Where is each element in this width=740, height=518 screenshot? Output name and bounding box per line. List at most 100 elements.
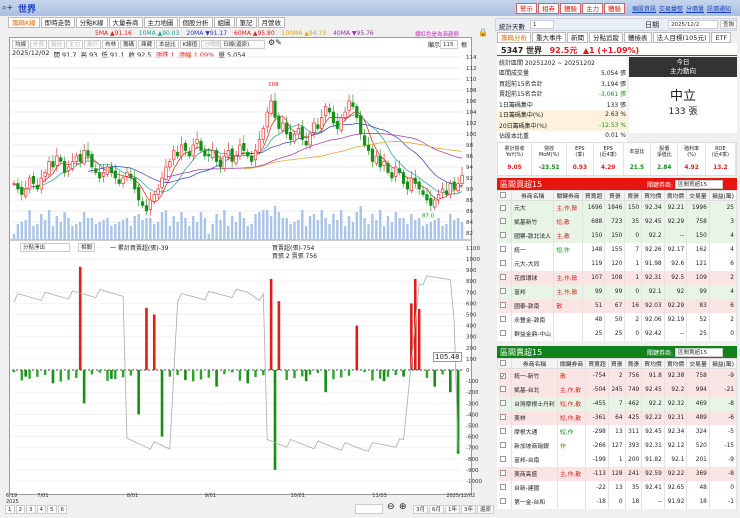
table-row[interactable]: 美商高盛 主,作,散 -113 128 241 92.59 92.22 369 -8 xyxy=(497,466,738,481)
price-chart[interactable]: 114 112 110 108 106 104 102 100 98 96 94 92 90 88 86 84… xyxy=(0,0,490,505)
toolbar-9[interactable]: K線值 xyxy=(179,40,201,49)
tab-2[interactable]: 分點K線 xyxy=(75,17,108,28)
zoom-input[interactable] xyxy=(355,504,383,514)
row-checkbox[interactable] xyxy=(497,438,513,453)
lower-select[interactable]: 分點淨出 xyxy=(20,243,70,252)
right-tab-5[interactable]: 法人目標(105元) xyxy=(652,32,711,43)
link-2[interactable]: 分價量 xyxy=(686,6,705,13)
row-checkbox[interactable] xyxy=(497,494,513,509)
alert-button-4[interactable]: 體驗 xyxy=(604,3,625,14)
page-1[interactable]: 1 xyxy=(5,505,15,514)
chart-type-select[interactable]: 日線(還原) xyxy=(220,40,265,49)
display-count-input[interactable]: 115 xyxy=(440,40,458,49)
row-checkbox[interactable] xyxy=(497,452,513,467)
page-2[interactable]: 2 xyxy=(15,505,25,514)
range-0[interactable]: 3月 xyxy=(413,505,428,514)
row-checkbox[interactable] xyxy=(497,298,513,313)
table-row[interactable]: 凱基新竹 短,散 688 723 35 92.45 92.29 758 3 xyxy=(497,214,738,229)
row-checkbox[interactable] xyxy=(497,200,513,215)
row-checkbox[interactable] xyxy=(497,312,513,327)
row-checkbox[interactable] xyxy=(497,466,513,481)
toolbar-7[interactable]: 庫藏 xyxy=(138,40,156,49)
page-6[interactable]: 6 xyxy=(57,505,67,514)
tab-0[interactable]: 籌碼K線 xyxy=(8,17,40,28)
right-tab-4[interactable]: 體檢表 xyxy=(624,32,652,43)
col-header[interactable]: 買均價 xyxy=(641,190,665,201)
table-row[interactable]: 統一 短,作 148 155 7 92.26 92.17 162 4 xyxy=(497,242,738,257)
table-row[interactable]: 群益金鼎-中山 25 25 0 92.42 -- 25 0 xyxy=(497,326,738,341)
col-header[interactable]: 買賣超 xyxy=(585,358,609,369)
gear-icon[interactable]: ⚙✎ xyxy=(268,38,282,47)
alert-button-0[interactable]: 警示 xyxy=(516,3,537,14)
sell-select[interactable]: 區間賣超15 xyxy=(675,347,723,357)
range-4[interactable]: 還原 xyxy=(477,505,495,514)
col-header[interactable]: 關鍵券商 xyxy=(553,190,583,201)
link-0[interactable]: 個股資訊 xyxy=(632,6,657,13)
col-header[interactable]: 賣張 xyxy=(624,190,643,201)
col-header[interactable]: 買賣超 xyxy=(581,190,606,201)
col-header[interactable]: 買均價 xyxy=(641,358,665,369)
table-row[interactable]: 台新-建國 -22 13 35 92.41 92.65 48 0 xyxy=(497,480,738,495)
row-checkbox[interactable] xyxy=(497,256,513,271)
right-tab-6[interactable]: ETF xyxy=(711,32,732,43)
alert-button-1[interactable]: 相券 xyxy=(538,3,559,14)
link-1[interactable]: 交易彙整 xyxy=(659,6,684,13)
zoom-out-icon[interactable]: ⊖ xyxy=(387,502,395,512)
table-row[interactable]: 富邦-台南 -199 1 200 91.82 92.1 201 -9 xyxy=(497,452,738,467)
buy-select[interactable]: 區間買超15 xyxy=(675,179,723,189)
col-header[interactable]: 損益(萬) xyxy=(708,190,738,201)
tab-7[interactable]: 筆記 xyxy=(235,17,257,28)
table-row[interactable]: 花旗環球 主,作,散 107 108 1 92.31 92.5 109 2 xyxy=(497,270,738,285)
col-header[interactable]: 買張 xyxy=(607,358,626,369)
col-header[interactable]: 交易量 xyxy=(686,358,710,369)
right-tab-3[interactable]: 分點追蹤 xyxy=(589,32,623,43)
table-row[interactable]: ✓ 統一-新竹散 -754 2 756 91.8 92.38 758 -9 xyxy=(497,368,738,383)
toolbar-3[interactable]: 主力 xyxy=(66,40,84,49)
row-checkbox[interactable] xyxy=(497,382,513,397)
table-row[interactable]: 新加坡商瑞銀作 -266 127 393 92.31 92.12 520 -15 xyxy=(497,438,738,453)
row-checkbox[interactable]: ✓ xyxy=(497,368,513,383)
table-row[interactable]: 永豐金-敦南 48 50 2 92.06 92.19 52 2 xyxy=(497,312,738,327)
page-3[interactable]: 3 xyxy=(26,505,36,514)
col-header[interactable]: 券商名稱 xyxy=(511,358,558,369)
lower-button[interactable]: 相關 xyxy=(78,243,96,252)
query-button[interactable]: 查詢 xyxy=(720,20,738,29)
row-checkbox[interactable] xyxy=(497,424,513,439)
toolbar-8[interactable]: 本益比 xyxy=(156,40,179,49)
right-tab-2[interactable]: 新聞 xyxy=(567,32,588,43)
table-row[interactable]: 台灣摩根士丹利 短,作,散 -455 7 462 92.2 92.32 469 -8 xyxy=(497,396,738,411)
toolbar-6[interactable]: 籌碼 xyxy=(120,40,138,49)
row-checkbox[interactable] xyxy=(497,242,513,257)
tab-8[interactable]: 月營收 xyxy=(257,17,286,28)
col-header[interactable]: 賣張 xyxy=(624,358,643,369)
range-3[interactable]: 3年 xyxy=(461,505,476,514)
table-row[interactable]: 第一金-台和 -18 0 18 -- 91.92 18 -1 xyxy=(497,494,738,509)
col-header[interactable]: 交易量 xyxy=(686,190,710,201)
page-5[interactable]: 5 xyxy=(47,505,57,514)
range-2[interactable]: 1年 xyxy=(445,505,460,514)
row-checkbox[interactable] xyxy=(497,326,513,341)
table-row[interactable]: 美林 短,作,散 -361 64 425 92.22 92.31 489 -6 xyxy=(497,410,738,425)
row-checkbox[interactable] xyxy=(497,284,513,299)
row-checkbox[interactable] xyxy=(497,228,513,243)
page-4[interactable]: 4 xyxy=(36,505,46,514)
toolbar-0[interactable]: 均線 xyxy=(12,40,30,49)
table-row[interactable]: 元大 主,作,散 1696 1846 150 92.34 92.21 1996 25 xyxy=(497,200,738,215)
col-header[interactable]: 買張 xyxy=(604,190,626,201)
row-checkbox[interactable] xyxy=(497,270,513,285)
right-tab-0[interactable]: 籌碼分析 xyxy=(497,32,531,43)
tab-3[interactable]: 大量券商 xyxy=(108,17,143,28)
row-checkbox[interactable] xyxy=(497,214,513,229)
col-header[interactable]: 損益(萬) xyxy=(708,358,738,369)
days-select[interactable]: 1 xyxy=(530,20,554,29)
toolbar-1[interactable]: 外資 xyxy=(30,40,48,49)
col-header[interactable]: 券商名稱 xyxy=(511,190,555,201)
zoom-in-icon[interactable]: ⊕ xyxy=(399,502,407,512)
alert-button-2[interactable]: 體驗 xyxy=(560,3,581,14)
tab-1[interactable]: 即時走勢 xyxy=(40,17,75,28)
row-checkbox[interactable] xyxy=(497,480,513,495)
toolbar-5[interactable]: 布林 xyxy=(102,40,120,49)
toolbar-4[interactable]: 散戶 xyxy=(84,40,102,49)
table-row[interactable]: 摩根大通 短,作 -298 13 311 92.45 92.34 324 -5 xyxy=(497,424,738,439)
right-tab-1[interactable]: 重大事件 xyxy=(532,32,566,43)
